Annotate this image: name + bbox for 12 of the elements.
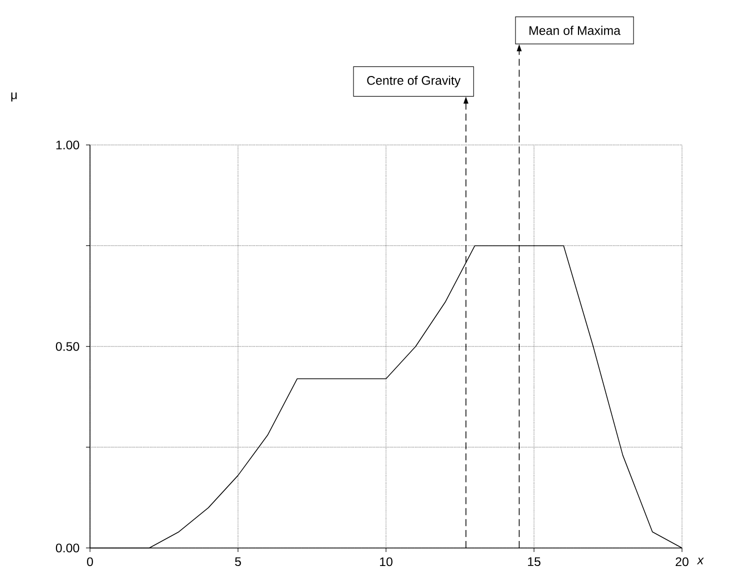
ref-line-label: Mean of Maxima <box>530 26 621 35</box>
x-tick-label: 15 <box>528 557 540 566</box>
x-axis-title: x <box>696 558 704 564</box>
x-tick-label: 20 <box>676 557 688 566</box>
y-tick-label: 1.00 <box>56 140 80 150</box>
y-tick-label: 0.50 <box>56 342 80 351</box>
x-tick-label: 5 <box>235 557 241 566</box>
x-tick-label: 10 <box>380 557 392 566</box>
ref-line-label: Centre of Gravity <box>367 76 461 88</box>
y-tick-label: 0.00 <box>56 544 80 552</box>
x-tick-label: 0 <box>87 557 93 566</box>
y-axis-title: μ <box>11 92 17 102</box>
